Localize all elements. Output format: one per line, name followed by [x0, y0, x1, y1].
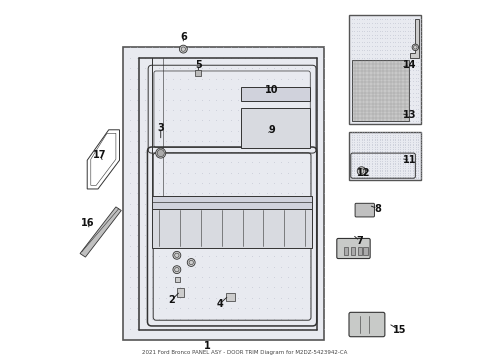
- FancyBboxPatch shape: [355, 203, 374, 217]
- Text: 2021 Ford Bronco PANEL ASY - DOOR TRIM Diagram for M2DZ-5423942-CA: 2021 Ford Bronco PANEL ASY - DOOR TRIM D…: [142, 350, 348, 355]
- Bar: [226, 293, 235, 301]
- Text: 1: 1: [204, 341, 211, 351]
- Text: 14: 14: [403, 60, 416, 70]
- Bar: [352, 60, 409, 121]
- Circle shape: [357, 167, 366, 175]
- Bar: [343, 247, 348, 255]
- Polygon shape: [410, 19, 419, 58]
- Bar: [242, 87, 310, 101]
- FancyBboxPatch shape: [337, 238, 370, 258]
- Text: 11: 11: [403, 155, 416, 165]
- Text: 5: 5: [195, 60, 202, 70]
- Text: 9: 9: [269, 125, 275, 135]
- Text: 13: 13: [403, 111, 416, 121]
- Circle shape: [173, 266, 181, 274]
- Bar: [152, 209, 313, 248]
- Bar: [358, 247, 362, 255]
- Text: 12: 12: [357, 168, 370, 178]
- Bar: [364, 247, 368, 255]
- Circle shape: [157, 149, 164, 157]
- Bar: [195, 69, 201, 76]
- Bar: [349, 132, 421, 180]
- Circle shape: [412, 44, 418, 50]
- Polygon shape: [80, 207, 122, 257]
- Circle shape: [179, 45, 187, 53]
- Text: 10: 10: [265, 85, 279, 95]
- Text: 3: 3: [157, 123, 164, 133]
- Bar: [177, 288, 184, 297]
- Text: 15: 15: [392, 325, 406, 335]
- Text: 4: 4: [217, 299, 223, 309]
- Text: 6: 6: [180, 32, 187, 41]
- Bar: [351, 247, 355, 255]
- Bar: [242, 108, 310, 148]
- Bar: [123, 47, 324, 339]
- Bar: [152, 196, 313, 209]
- Text: 7: 7: [356, 236, 363, 246]
- Text: 17: 17: [93, 150, 106, 160]
- Circle shape: [187, 258, 195, 266]
- Text: 2: 2: [168, 295, 175, 305]
- Bar: [349, 15, 421, 125]
- Text: 16: 16: [80, 218, 94, 228]
- Bar: [175, 277, 180, 282]
- Text: 8: 8: [374, 204, 381, 214]
- Circle shape: [156, 148, 166, 158]
- Circle shape: [173, 251, 181, 259]
- FancyBboxPatch shape: [349, 312, 385, 337]
